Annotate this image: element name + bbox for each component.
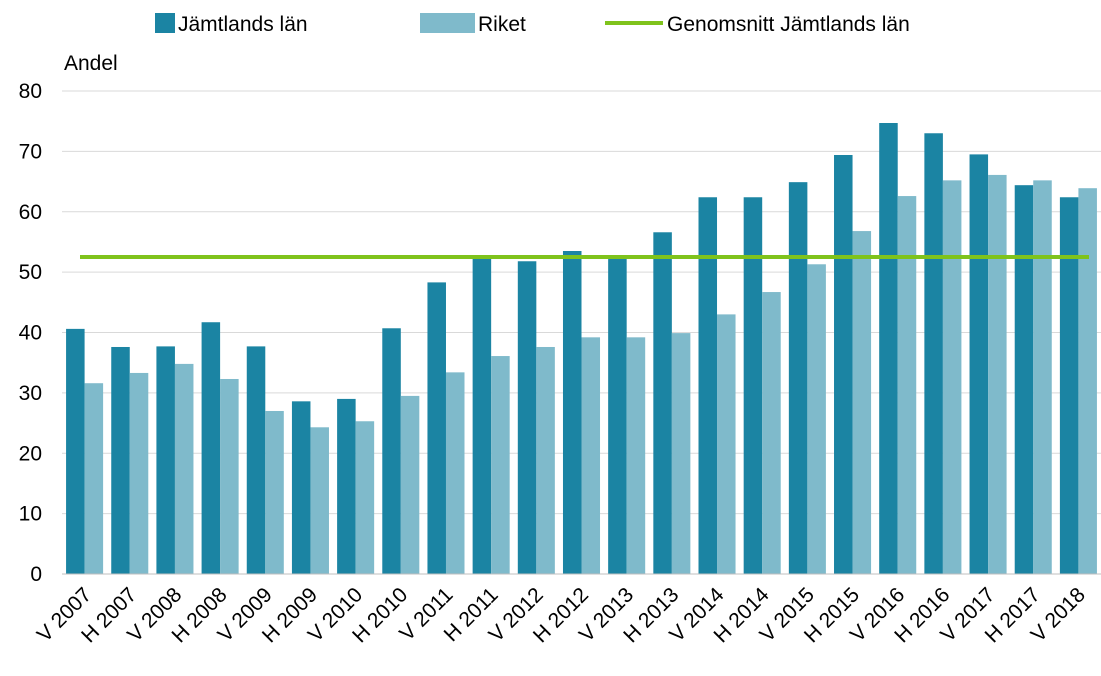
legend-label: Genomsnitt Jämtlands län [667, 13, 910, 36]
bar [562, 250, 582, 574]
bar [310, 427, 329, 574]
bar [472, 257, 492, 574]
bar [653, 232, 672, 574]
bar [924, 133, 943, 574]
bar [788, 182, 808, 574]
bar [717, 314, 736, 574]
bar [626, 337, 646, 574]
bar [400, 395, 420, 574]
y-tick-label: 0 [30, 563, 42, 586]
bar [743, 197, 763, 574]
bar [84, 383, 104, 574]
bar [762, 292, 781, 574]
bar [265, 410, 284, 574]
bar [834, 154, 853, 574]
bar [246, 346, 266, 574]
bar [337, 398, 356, 574]
y-tick-label: 80 [19, 80, 42, 103]
bar [807, 264, 826, 574]
bar [879, 122, 898, 574]
bar [220, 378, 239, 574]
bar [969, 154, 989, 575]
bar [698, 197, 718, 574]
bar [608, 257, 627, 574]
y-tick-label: 30 [19, 382, 42, 405]
bar [852, 231, 872, 574]
bar [66, 328, 85, 574]
legend-label: Riket [478, 13, 526, 36]
legend-swatch [155, 13, 175, 33]
bar [174, 363, 194, 574]
y-tick-label: 10 [19, 503, 42, 526]
y-axis-label: Andel [64, 52, 118, 75]
bar [129, 372, 149, 574]
y-tick-label: 50 [19, 261, 42, 284]
bar [1014, 185, 1034, 574]
bar [1059, 197, 1079, 574]
bar [942, 180, 962, 575]
bar [291, 401, 311, 574]
bar [427, 282, 446, 574]
bar [491, 356, 510, 574]
bar [536, 346, 555, 574]
bar [988, 174, 1007, 574]
y-tick-label: 40 [19, 322, 42, 345]
legend-swatch [420, 13, 475, 33]
bar [897, 196, 917, 575]
y-tick-label: 20 [19, 442, 42, 465]
bar [156, 346, 175, 574]
y-tick-label: 70 [19, 140, 42, 163]
bar [355, 421, 375, 574]
bar [201, 322, 221, 574]
bar [581, 337, 601, 574]
legend-label: Jämtlands län [178, 13, 308, 36]
bar [671, 333, 691, 574]
bar [1078, 188, 1097, 575]
y-tick-label: 60 [19, 201, 42, 224]
bar [382, 328, 401, 574]
bar [1033, 180, 1052, 575]
bar [111, 346, 130, 574]
bar [445, 372, 465, 574]
bar [517, 261, 537, 574]
